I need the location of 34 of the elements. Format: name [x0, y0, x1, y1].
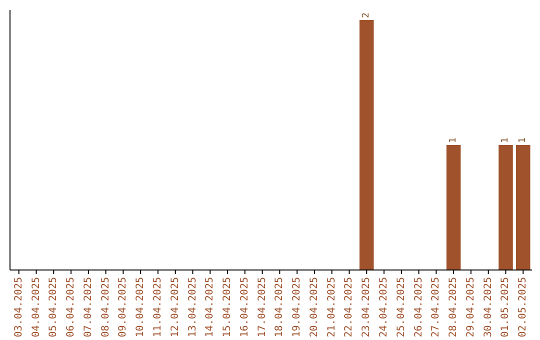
x-tick-label: 05.04.2025	[48, 277, 60, 338]
x-tick-label: 01.05.2025	[500, 277, 512, 338]
x-tick-label: 30.04.2025	[482, 277, 494, 338]
x-tick-label: 09.04.2025	[118, 277, 129, 338]
x-tick-label: 21.04.2025	[326, 277, 338, 338]
x-tick-label: 10.04.2025	[135, 277, 146, 338]
x-tick-label: 25.04.2025	[396, 277, 407, 338]
x-tick-label: 02.05.2025	[518, 277, 529, 338]
x-tick-label: 24.04.2025	[378, 277, 390, 338]
x-tick-label: 19.04.2025	[292, 277, 303, 338]
x-tick-label: 27.04.2025	[430, 277, 442, 338]
x-tick-label: 28.04.2025	[448, 277, 460, 338]
x-tick-label: 23.04.2025	[361, 277, 372, 338]
x-tick-label: 03.04.2025	[13, 277, 24, 338]
x-tick-label: 18.04.2025	[274, 277, 286, 338]
x-tick-label: 13.04.2025	[187, 277, 198, 338]
data-label: 1	[500, 138, 511, 143]
x-tick-label: 14.04.2025	[204, 277, 216, 338]
data-label: 1	[518, 138, 528, 143]
x-tick-label: 06.04.2025	[66, 277, 77, 338]
data-label: 2	[362, 12, 372, 18]
x-tick-label: 20.04.2025	[308, 277, 320, 338]
x-tick-label: 22.04.2025	[344, 277, 355, 338]
x-tick-label: 15.04.2025	[222, 277, 234, 338]
x-tick-label: 04.04.2025	[30, 277, 42, 338]
x-tick-label: 16.04.2025	[239, 277, 250, 338]
x-tick-label: 07.04.2025	[82, 277, 94, 338]
x-tick-label: 11.04.2025	[152, 277, 164, 338]
x-tick-label: 29.04.2025	[465, 277, 476, 338]
x-tick-label: 26.04.2025	[413, 277, 424, 338]
data-label: 1	[448, 138, 459, 143]
x-tick-label: 12.04.2025	[170, 277, 181, 338]
x-tick-label: 17.04.2025	[256, 277, 268, 338]
x-tick-label: 08.04.2025	[100, 277, 112, 338]
